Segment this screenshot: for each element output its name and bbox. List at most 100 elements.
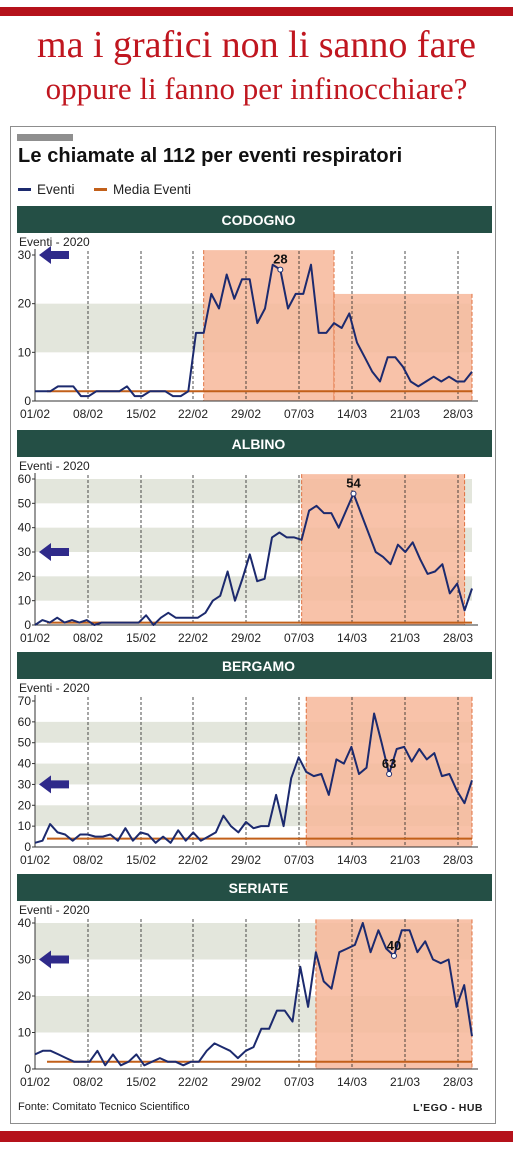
peak-marker bbox=[350, 490, 357, 497]
y-tick-label: 30 bbox=[18, 953, 32, 967]
x-tick-label: 22/02 bbox=[178, 853, 208, 867]
headline-line-1: ma i grafici non li sanno fare bbox=[37, 24, 476, 66]
y-axis-label: Eventi - 2020 bbox=[19, 681, 90, 695]
x-tick-label: 29/02 bbox=[231, 631, 261, 645]
x-tick-label: 15/02 bbox=[126, 1075, 156, 1089]
peak-marker bbox=[277, 266, 284, 273]
x-tick-label: 15/02 bbox=[126, 407, 156, 421]
x-tick-label: 08/02 bbox=[73, 853, 103, 867]
y-axis-label: Eventi - 2020 bbox=[19, 903, 90, 917]
y-tick-label: 70 bbox=[18, 694, 32, 708]
x-tick-label: 29/02 bbox=[231, 407, 261, 421]
x-tick-label: 01/02 bbox=[20, 407, 50, 421]
legend-events-swatch bbox=[18, 187, 31, 191]
y-axis-label: Eventi - 2020 bbox=[19, 459, 90, 473]
chart-albino: ALBINO Eventi - 2020 0 10 20 30 40 50 60 01/02 08/… bbox=[17, 430, 492, 648]
bottom-red-bar bbox=[0, 1131, 513, 1142]
y-tick-label: 20 bbox=[18, 989, 32, 1003]
y-tick-label: 10 bbox=[18, 819, 32, 833]
x-tick-label: 15/02 bbox=[126, 853, 156, 867]
y-tick-label: 40 bbox=[18, 916, 32, 930]
y-tick-label: 10 bbox=[18, 345, 32, 359]
highlight-region bbox=[334, 293, 472, 401]
x-tick-label: 01/02 bbox=[20, 853, 50, 867]
y-tick-label: 0 bbox=[24, 618, 31, 632]
x-tick-label: 07/03 bbox=[284, 853, 314, 867]
x-tick-label: 29/02 bbox=[231, 853, 261, 867]
chart-title-seriate: SERIATE bbox=[229, 880, 289, 896]
top-red-bar bbox=[0, 7, 513, 16]
chart-seriate: SERIATE Eventi - 2020 0 10 20 30 40 01/02 08/02 1… bbox=[17, 874, 492, 1092]
y-tick-label: 0 bbox=[24, 394, 31, 408]
chart-svg: CODOGNO Eventi - 2020 0 10 20 30 01/02 08/02 15/… bbox=[17, 206, 492, 421]
headline-line-2: oppure li fanno per infinocchiare? bbox=[45, 71, 468, 106]
chart-title-albino: ALBINO bbox=[232, 436, 286, 452]
brand-label: L'EGO - HUB bbox=[413, 1102, 483, 1114]
peak-marker bbox=[390, 952, 397, 959]
events-line-codogno bbox=[35, 263, 473, 398]
chart-header-bergamo bbox=[17, 652, 492, 679]
x-tick-label: 21/03 bbox=[390, 407, 420, 421]
events-line-bergamo bbox=[34, 712, 473, 844]
x-tick-label: 08/02 bbox=[73, 631, 103, 645]
legend-mean-swatch bbox=[94, 187, 107, 191]
chart-svg: SERIATE Eventi - 2020 0 10 20 30 40 01/02 08/02 1… bbox=[17, 874, 492, 1089]
highlight-region bbox=[315, 919, 472, 1069]
x-tick-label: 21/03 bbox=[390, 631, 420, 645]
y-tick-label: 40 bbox=[18, 521, 32, 535]
highlight-region bbox=[203, 250, 334, 401]
x-tick-label: 21/03 bbox=[390, 1075, 420, 1089]
x-tick-label: 22/02 bbox=[178, 407, 208, 421]
x-tick-label: 22/02 bbox=[178, 1075, 208, 1089]
x-tick-label: 14/03 bbox=[337, 1075, 367, 1089]
peak-label: 28 bbox=[273, 252, 287, 267]
arrow-left-icon bbox=[39, 246, 69, 264]
peak-label: 63 bbox=[382, 756, 396, 771]
x-tick-label: 21/03 bbox=[390, 853, 420, 867]
chart-svg: BERGAMO Eventi - 2020 0 10 20 30 40 50 60 70 01/02… bbox=[17, 652, 492, 867]
y-tick-label: 20 bbox=[18, 297, 32, 311]
chart-codogno: CODOGNO Eventi - 2020 0 10 20 30 01/02 08/02 15/… bbox=[17, 206, 492, 424]
x-tick-label: 14/03 bbox=[337, 853, 367, 867]
peak-label: 54 bbox=[346, 476, 361, 491]
y-tick-label: 0 bbox=[24, 1062, 31, 1076]
y-tick-label: 10 bbox=[18, 594, 32, 608]
y-tick-label: 20 bbox=[18, 798, 32, 812]
title-accent-bar bbox=[17, 134, 73, 141]
y-tick-label: 60 bbox=[18, 715, 32, 729]
events-line-albino bbox=[34, 492, 473, 626]
x-tick-label: 14/03 bbox=[337, 407, 367, 421]
events-line-seriate bbox=[34, 922, 473, 1067]
x-tick-label: 08/02 bbox=[73, 407, 103, 421]
chart-svg: ALBINO Eventi - 2020 0 10 20 30 40 50 60 01/02 08/… bbox=[17, 430, 492, 645]
chart-bergamo: BERGAMO Eventi - 2020 0 10 20 30 40 50 60 70 01/02… bbox=[17, 652, 492, 870]
x-tick-label: 01/02 bbox=[20, 1075, 50, 1089]
x-tick-label: 29/02 bbox=[231, 1075, 261, 1089]
x-tick-label: 08/02 bbox=[73, 1075, 103, 1089]
chart-header-seriate bbox=[17, 874, 492, 901]
legend-mean-label: Media Eventi bbox=[113, 181, 192, 197]
legend-mean: Media Eventi bbox=[94, 180, 191, 198]
x-tick-label: 28/03 bbox=[443, 1075, 473, 1089]
source-note: Fonte: Comitato Tecnico Scientifico bbox=[18, 1101, 190, 1113]
y-tick-label: 60 bbox=[18, 472, 32, 486]
x-tick-label: 28/03 bbox=[443, 853, 473, 867]
arrow-left-icon bbox=[39, 775, 69, 794]
y-tick-label: 50 bbox=[18, 496, 32, 510]
y-tick-label: 50 bbox=[18, 736, 32, 750]
infographic-title: Le chiamate al 112 per eventi respirator… bbox=[18, 145, 403, 167]
y-tick-label: 0 bbox=[24, 840, 31, 854]
chart-title-bergamo: BERGAMO bbox=[222, 658, 295, 674]
x-tick-label: 15/02 bbox=[126, 631, 156, 645]
arrow-left-icon bbox=[39, 543, 69, 561]
x-tick-label: 07/03 bbox=[284, 631, 314, 645]
x-tick-label: 28/03 bbox=[443, 631, 473, 645]
y-tick-label: 20 bbox=[18, 569, 32, 583]
y-tick-label: 30 bbox=[18, 545, 32, 559]
highlight-region bbox=[301, 474, 465, 625]
x-tick-label: 28/03 bbox=[443, 407, 473, 421]
chart-header-codogno bbox=[17, 206, 492, 233]
x-tick-label: 14/03 bbox=[337, 631, 367, 645]
x-tick-label: 22/02 bbox=[178, 631, 208, 645]
legend-events-label: Eventi bbox=[37, 181, 75, 197]
